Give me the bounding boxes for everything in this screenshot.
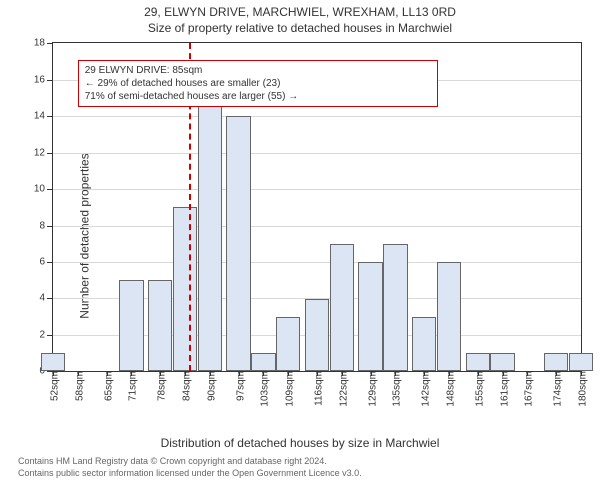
- bar: [383, 244, 407, 372]
- y-tick-label: 14: [34, 111, 53, 122]
- x-tick-label: 161sqm: [495, 371, 510, 407]
- plot-area: 02468101214161852sqm58sqm65sqm71sqm78sqm…: [52, 42, 582, 372]
- y-tick-label: 18: [34, 38, 53, 49]
- title-line1: 29, ELWYN DRIVE, MARCHWIEL, WREXHAM, LL1…: [0, 4, 600, 20]
- x-tick-label: 78sqm: [153, 371, 168, 401]
- bar: [226, 116, 250, 371]
- annotation-line3: 71% of semi-detached houses are larger (…: [85, 90, 432, 103]
- x-tick-label: 116sqm: [310, 371, 325, 406]
- bar: [251, 353, 275, 371]
- annotation-title: 29 ELWYN DRIVE: 85sqm: [85, 64, 432, 77]
- y-tick-label: 12: [34, 147, 53, 158]
- gridline: [53, 226, 581, 227]
- x-tick-label: 65sqm: [99, 371, 114, 401]
- x-tick-label: 155sqm: [470, 371, 485, 407]
- bar: [358, 262, 382, 371]
- bar: [466, 353, 490, 371]
- x-tick-label: 142sqm: [417, 371, 432, 407]
- x-tick-label: 103sqm: [256, 371, 271, 407]
- footnote: Contains HM Land Registry data © Crown c…: [0, 450, 600, 479]
- bar: [490, 353, 514, 371]
- x-tick-label: 71sqm: [124, 371, 139, 401]
- x-tick-label: 167sqm: [520, 371, 535, 407]
- bar: [544, 353, 568, 371]
- x-tick-label: 122sqm: [334, 371, 349, 407]
- x-tick-label: 148sqm: [442, 371, 457, 407]
- y-tick-label: 4: [39, 293, 53, 304]
- y-tick-label: 6: [39, 257, 53, 268]
- x-tick-label: 90sqm: [202, 371, 217, 401]
- y-tick-label: 10: [34, 184, 53, 195]
- x-tick-label: 180sqm: [574, 371, 589, 407]
- x-tick-label: 97sqm: [231, 371, 246, 401]
- gridline: [53, 153, 581, 154]
- x-tick-label: 109sqm: [281, 371, 296, 407]
- x-tick-label: 174sqm: [549, 371, 564, 407]
- bar: [198, 98, 222, 371]
- gridline: [53, 262, 581, 263]
- x-tick-label: 84sqm: [178, 371, 193, 401]
- annotation-line2: ← 29% of detached houses are smaller (23…: [85, 77, 432, 90]
- gridline: [53, 189, 581, 190]
- x-tick-label: 129sqm: [363, 371, 378, 407]
- x-tick-label: 135sqm: [388, 371, 403, 407]
- title-line2: Size of property relative to detached ho…: [0, 20, 600, 36]
- footnote-line1: Contains HM Land Registry data © Crown c…: [18, 456, 590, 468]
- bar: [412, 317, 436, 372]
- bar: [276, 317, 300, 372]
- x-axis-label: Distribution of detached houses by size …: [0, 436, 600, 450]
- y-tick-label: 8: [39, 220, 53, 231]
- gridline: [53, 116, 581, 117]
- bar: [41, 353, 65, 371]
- x-tick-label: 52sqm: [46, 371, 61, 401]
- chart-container: Number of detached properties 0246810121…: [0, 36, 600, 436]
- bar: [148, 280, 172, 371]
- y-tick-label: 16: [34, 74, 53, 85]
- annotation-box: 29 ELWYN DRIVE: 85sqm ← 29% of detached …: [78, 60, 439, 107]
- bar: [330, 244, 354, 372]
- bar: [437, 262, 461, 371]
- footnote-line2: Contains public sector information licen…: [18, 468, 590, 480]
- x-tick-label: 58sqm: [70, 371, 85, 401]
- bar: [173, 207, 197, 371]
- bar: [119, 280, 143, 371]
- y-tick-label: 2: [39, 329, 53, 340]
- bar: [569, 353, 593, 371]
- bar: [305, 299, 329, 372]
